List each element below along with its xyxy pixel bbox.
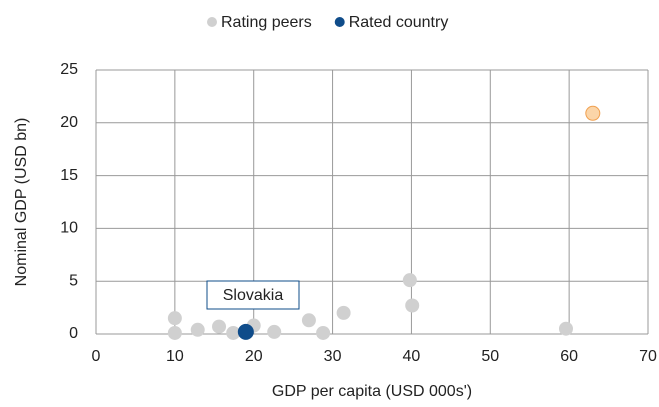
y-tick-label: 25 [60,61,78,78]
y-tick-label: 15 [60,167,78,184]
x-tick-label: 30 [324,348,342,365]
point [558,321,573,336]
legend-label: Rated country [349,14,449,31]
y-tick-label: 20 [60,114,78,131]
y-tick-label: 10 [60,220,78,237]
annotation-box [206,280,300,310]
x-axis-title: GDP per capita (USD 000s') [272,383,472,400]
point [212,319,227,334]
point [316,325,331,340]
legend-marker [207,17,217,27]
x-tick-label: 50 [481,348,499,365]
point [301,313,316,328]
x-tick-label: 20 [245,348,263,365]
point [585,105,601,121]
y-tick-label: 5 [69,272,78,289]
x-tick-label: 0 [92,348,101,365]
point [402,273,417,288]
x-tick-label: 60 [560,348,578,365]
x-tick-label: 10 [166,348,184,365]
point [167,325,182,340]
point [190,322,205,337]
legend-marker [334,17,345,27]
y-axis-title: Nominal GDP (USD bn) [13,118,30,287]
point [226,325,241,340]
annotation: Slovakia [223,287,284,304]
point [267,324,282,339]
legend-label: Rating peers [221,14,312,31]
point [237,323,254,340]
point [167,311,182,326]
point [336,305,351,320]
point [405,298,420,313]
y-tick-label: 0 [69,325,78,342]
x-tick-label: 70 [639,348,657,365]
x-tick-label: 40 [403,348,421,365]
